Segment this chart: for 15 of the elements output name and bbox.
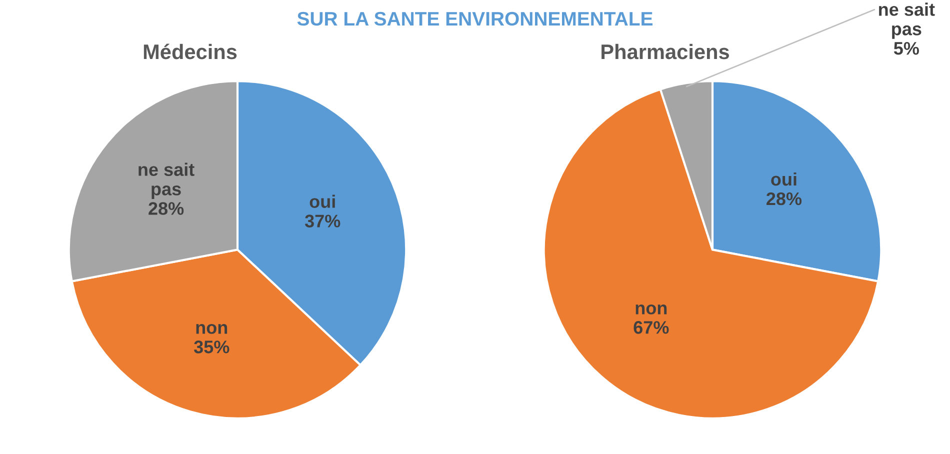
data-label: 35% xyxy=(194,340,230,354)
data-label: 5% xyxy=(894,42,919,55)
slice-label: ne sait pas xyxy=(879,2,935,39)
slice-label: non xyxy=(636,304,667,314)
data-label: 37% xyxy=(304,214,340,228)
data-label: 28% xyxy=(766,192,802,206)
data-label: 67% xyxy=(634,321,669,334)
text: Pharmaciens xyxy=(602,44,729,60)
data-label: 28% xyxy=(148,202,184,215)
slice-label: oui xyxy=(310,194,335,208)
slice-label: non xyxy=(196,324,228,334)
text: SUR LA SANTE ENVIRONNEMENTALE xyxy=(297,12,652,26)
slice-label: ne sait pas xyxy=(138,162,194,199)
chart-title: Médecins xyxy=(144,44,237,60)
slice-label: oui xyxy=(771,172,796,186)
